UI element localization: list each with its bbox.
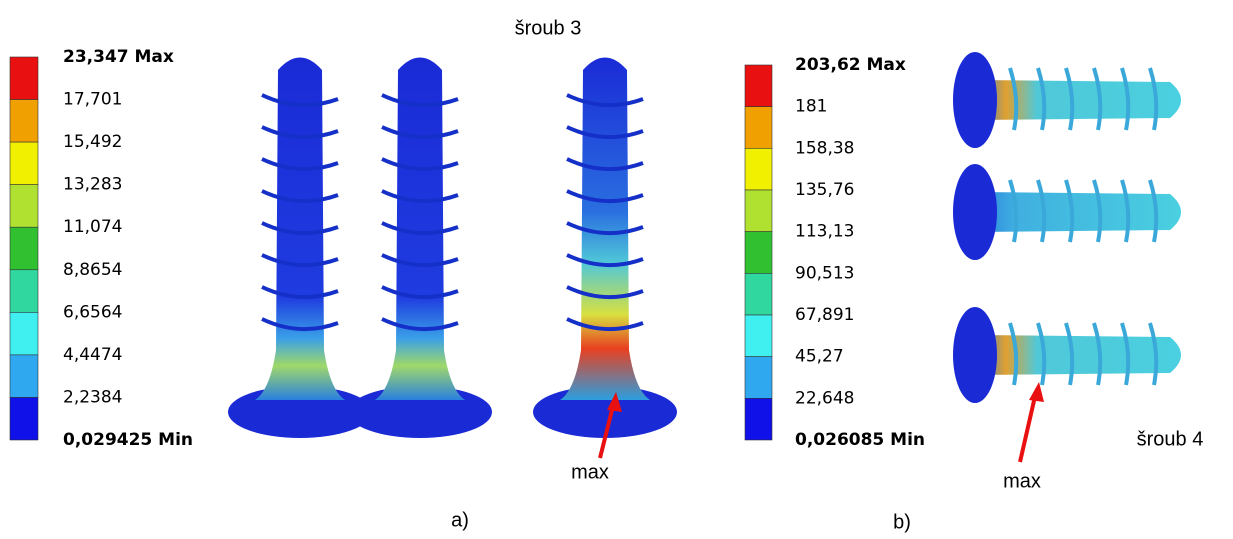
color-legend: 203,62 Max 181 158,38 135,76 113,13 90,513 67,… xyxy=(745,55,925,450)
legend-label: 0,026085 Min xyxy=(795,430,925,450)
legend-band xyxy=(745,65,772,107)
legend-band xyxy=(10,185,38,228)
legend-label: 45,27 xyxy=(795,347,844,367)
legend-band xyxy=(10,57,38,100)
legend-label: 158,38 xyxy=(795,138,854,158)
annotation: max xyxy=(1003,470,1041,492)
legend-label: 23,347 Max xyxy=(63,47,174,67)
figure: šroub 3 max a) šroub 4 max b) 23,347 Max… xyxy=(0,0,1233,534)
legend-label: 4,4474 xyxy=(63,345,122,365)
screw xyxy=(228,58,372,439)
legend-band xyxy=(10,142,38,185)
legend-band xyxy=(10,355,38,398)
screw-head xyxy=(953,307,997,403)
legend-label: 181 xyxy=(795,97,827,117)
legend-band xyxy=(745,190,772,232)
legend-label: 13,283 xyxy=(63,175,122,195)
legend-label: 90,513 xyxy=(795,263,854,283)
screw xyxy=(348,58,492,439)
legend-band xyxy=(745,107,772,149)
legend-label: 135,76 xyxy=(795,180,854,200)
legend-label: 6,6564 xyxy=(63,302,122,322)
panel-title: šroub 3 xyxy=(515,17,582,39)
legend-band xyxy=(745,398,772,440)
legend-band xyxy=(10,312,38,355)
screw xyxy=(953,307,1181,403)
panel-title: šroub 4 xyxy=(1137,428,1204,450)
annotation: max xyxy=(571,461,609,483)
legend-band xyxy=(745,357,772,399)
screw-shaft xyxy=(975,192,1181,232)
color-legend: 23,347 Max 17,701 15,492 13,283 11,074 8,8654… xyxy=(10,47,193,450)
screw xyxy=(953,164,1181,260)
screw-shaft xyxy=(975,335,1181,375)
screw xyxy=(533,58,677,439)
caption: b) xyxy=(893,511,911,533)
legend-label: 8,8654 xyxy=(63,260,122,280)
legend-band xyxy=(745,273,772,315)
legend-label: 203,62 Max xyxy=(795,55,906,75)
legend-band xyxy=(745,315,772,357)
legend-label: 17,701 xyxy=(63,90,122,110)
legend-band xyxy=(10,397,38,440)
legend-band xyxy=(10,270,38,313)
screw-shaft xyxy=(975,80,1181,120)
legend-label: 22,648 xyxy=(795,388,854,408)
caption: a) xyxy=(451,509,469,531)
screw-renders xyxy=(228,52,1181,438)
legend-label: 67,891 xyxy=(795,305,854,325)
legend-band xyxy=(745,148,772,190)
legend-band xyxy=(745,232,772,274)
screw xyxy=(953,52,1181,148)
legend-label: 15,492 xyxy=(63,132,122,152)
legend-label: 11,074 xyxy=(63,217,122,237)
legend-label: 2,2384 xyxy=(63,387,122,407)
screw-head xyxy=(953,52,997,148)
legend-label: 113,13 xyxy=(795,222,854,242)
legend-label: 0,029425 Min xyxy=(63,430,193,450)
legend-band xyxy=(10,100,38,143)
legend-band xyxy=(10,227,38,270)
screw-head xyxy=(953,164,997,260)
